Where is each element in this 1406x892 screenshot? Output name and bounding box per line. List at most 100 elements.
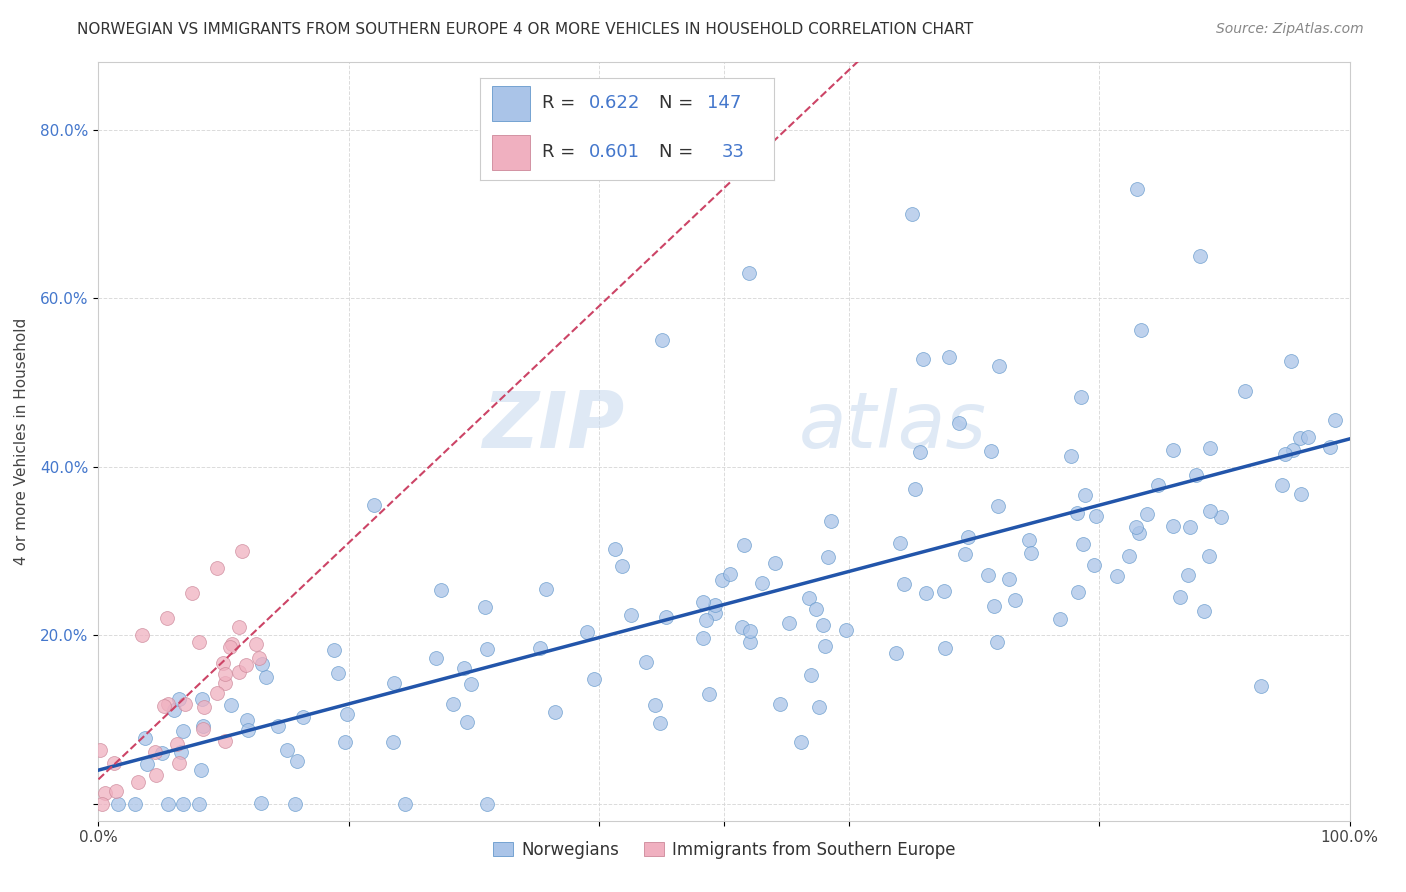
Point — [231, 544, 253, 558]
Point — [1128, 525, 1150, 540]
Point — [218, 640, 240, 655]
Point — [813, 617, 835, 632]
Point — [619, 607, 641, 622]
Point — [1066, 507, 1088, 521]
Point — [634, 655, 657, 669]
Point — [173, 697, 195, 711]
Point — [644, 698, 666, 712]
Point — [107, 797, 129, 811]
Point — [276, 743, 298, 757]
Point — [934, 640, 956, 655]
Point — [997, 572, 1019, 586]
Point — [692, 631, 714, 645]
Point — [152, 746, 174, 760]
Point — [1211, 509, 1233, 524]
Point — [575, 625, 598, 640]
Point — [456, 714, 478, 729]
Point — [1188, 249, 1211, 263]
Point — [1049, 612, 1071, 626]
Point — [235, 713, 257, 727]
Point — [650, 334, 672, 348]
Point — [363, 498, 385, 512]
Point — [336, 706, 359, 721]
Point — [1194, 604, 1216, 618]
Point — [778, 616, 800, 631]
Point — [605, 541, 627, 556]
Point — [166, 737, 188, 751]
Point — [955, 547, 977, 561]
Point — [191, 723, 214, 737]
Point — [475, 641, 498, 656]
Point — [134, 731, 156, 746]
Point — [127, 775, 149, 789]
Point — [582, 672, 605, 686]
Point — [94, 786, 117, 800]
Point — [718, 566, 741, 581]
Point — [751, 575, 773, 590]
Point — [820, 514, 842, 528]
Y-axis label: 4 or more Vehicles in Household: 4 or more Vehicles in Household — [14, 318, 30, 566]
Text: NORWEGIAN VS IMMIGRANTS FROM SOUTHERN EUROPE 4 OR MORE VEHICLES IN HOUSEHOLD COR: NORWEGIAN VS IMMIGRANTS FROM SOUTHERN EU… — [77, 22, 973, 37]
Point — [145, 768, 167, 782]
Point — [986, 635, 1008, 649]
Point — [938, 351, 960, 365]
Point — [655, 610, 678, 624]
Point — [193, 699, 215, 714]
Point — [817, 550, 839, 565]
Point — [1281, 442, 1303, 457]
Point — [650, 715, 672, 730]
Legend: Norwegians, Immigrants from Southern Europe: Norwegians, Immigrants from Southern Eur… — [486, 834, 962, 865]
Point — [167, 692, 190, 706]
Point — [131, 628, 153, 642]
Point — [460, 677, 482, 691]
Point — [957, 530, 980, 544]
Point — [835, 623, 858, 637]
Point — [382, 675, 405, 690]
Point — [1125, 520, 1147, 534]
Point — [267, 719, 290, 733]
Point — [733, 538, 755, 552]
Point — [1161, 518, 1184, 533]
Point — [704, 607, 727, 621]
Point — [1296, 430, 1319, 444]
Point — [908, 445, 931, 459]
Point — [1136, 507, 1159, 521]
Point — [800, 668, 823, 682]
Text: Source: ZipAtlas.com: Source: ZipAtlas.com — [1216, 22, 1364, 37]
Point — [441, 697, 464, 711]
Point — [1279, 353, 1302, 368]
Point — [228, 665, 250, 680]
Point — [695, 613, 717, 627]
Point — [893, 576, 915, 591]
Point — [250, 657, 273, 672]
Point — [1018, 533, 1040, 548]
Point — [167, 756, 190, 770]
Point — [190, 763, 212, 777]
Point — [534, 582, 557, 597]
Point — [187, 797, 209, 811]
Point — [1289, 486, 1312, 500]
Point — [806, 602, 828, 616]
Point — [425, 651, 447, 665]
Point — [731, 620, 754, 634]
Point — [157, 697, 180, 711]
Point — [1198, 442, 1220, 456]
Point — [156, 797, 179, 811]
Point — [90, 797, 112, 811]
Point — [763, 557, 786, 571]
Point — [292, 710, 315, 724]
Point — [1185, 467, 1208, 482]
Point — [284, 797, 307, 811]
Point — [245, 637, 267, 651]
Point — [323, 643, 346, 657]
Point — [988, 359, 1011, 373]
Point — [1289, 432, 1312, 446]
Point — [474, 599, 496, 614]
Point — [704, 599, 727, 613]
Point — [326, 665, 349, 680]
Point — [914, 586, 936, 600]
Point — [1004, 592, 1026, 607]
Point — [153, 699, 176, 714]
Point — [250, 797, 273, 811]
Text: atlas: atlas — [799, 388, 987, 465]
